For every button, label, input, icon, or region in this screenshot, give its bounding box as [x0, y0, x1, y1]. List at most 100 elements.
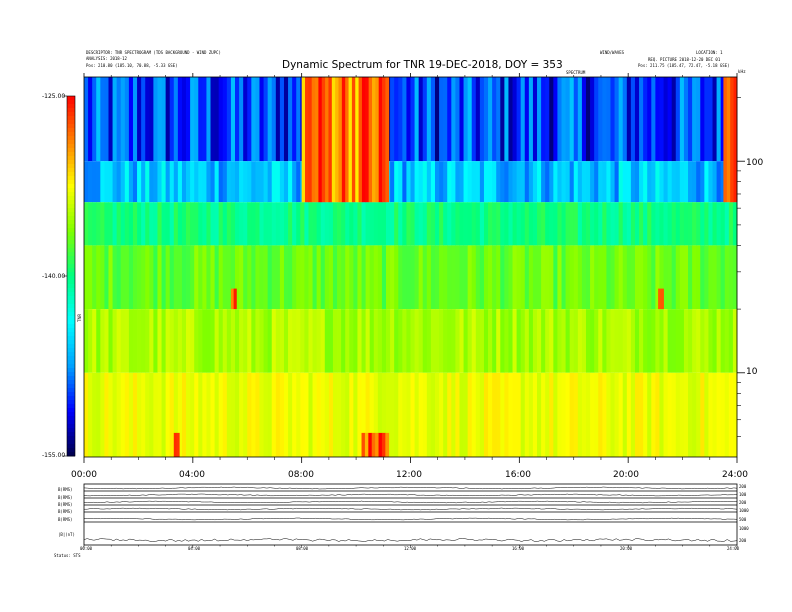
spectrogram-cell [132, 245, 138, 310]
colorbar-segment [67, 364, 75, 369]
spectrogram-cell [128, 77, 134, 162]
spectrogram-cell [459, 77, 464, 162]
spectrogram-cell [390, 202, 395, 246]
spectrogram-cell [549, 202, 554, 246]
spectrogram-cell [488, 372, 493, 457]
spectrogram-cell [263, 372, 269, 457]
panel-x-tick-label: 20:00 [620, 546, 633, 551]
spectrogram-cell [369, 245, 375, 310]
spectrogram-cell [475, 161, 481, 203]
spectrogram-cell [577, 77, 583, 162]
spectrogram-cell [328, 245, 334, 310]
spectrogram-cell [716, 202, 722, 246]
spectrogram-cell [508, 77, 513, 162]
spectrogram-cell [222, 202, 228, 246]
spectrogram-cell [210, 202, 215, 246]
spectrogram-cell [353, 309, 358, 373]
spectrogram-cell [169, 161, 175, 203]
spectrogram-cell [475, 77, 481, 162]
panel-right-label: 100 [739, 492, 747, 497]
spectrogram-cell [275, 245, 281, 310]
spectrogram-cell [643, 309, 648, 373]
spectrogram-cell [84, 309, 89, 373]
x-tick-label: 20:00 [613, 470, 639, 480]
colorbar-segment [67, 440, 75, 445]
spectrogram-cell [369, 309, 375, 373]
spectrogram-cell [288, 372, 293, 457]
spectrogram-cell [512, 309, 518, 373]
spectrogram-cell [124, 372, 130, 457]
spectrogram-cell [455, 161, 460, 203]
spectrogram-cell [377, 245, 383, 310]
spectrogram-cell [202, 245, 207, 310]
spectrogram-cell [108, 245, 113, 310]
spectrogram-cell [414, 372, 420, 457]
spectrogram-cell [406, 309, 411, 373]
spectrogram-cell [569, 202, 575, 246]
spectrogram-cell [561, 161, 566, 203]
spectrogram-cell [300, 202, 305, 246]
colorbar-segment [67, 344, 75, 349]
spectrogram-cell [610, 161, 615, 203]
spectrogram-cell [259, 245, 264, 310]
spectrogram-cell [279, 202, 285, 246]
spectrogram-cell [688, 161, 693, 203]
spectrogram-cell [606, 372, 611, 457]
panel-trace [84, 500, 737, 504]
spectrogram-cell [439, 161, 444, 203]
spectrogram-cell [716, 77, 722, 162]
spectrogram-cell [532, 202, 538, 246]
spectrogram-cell [165, 245, 171, 310]
spectrogram-cell [675, 77, 681, 162]
spectrogram-cell [332, 202, 338, 246]
spectrogram-cell [410, 77, 415, 162]
spectrogram-cell [104, 309, 109, 373]
spectrogram-cell [459, 161, 464, 203]
spectrogram-cell [541, 372, 546, 457]
spectrogram-cell [145, 161, 150, 203]
header-left-line3: Pos: 210.80 (185.10, 70.88, -5.33 GSE) [86, 63, 178, 68]
spectrogram-cell [222, 309, 228, 373]
spectrogram-cell [675, 372, 681, 457]
spectrogram-cell [724, 309, 730, 373]
spectrogram-cell [194, 309, 199, 373]
spectrogram-cell [532, 77, 538, 162]
spectrogram-cell [194, 161, 199, 203]
colorbar-segment [67, 244, 75, 249]
colorbar-segment [67, 196, 75, 201]
spectrogram-cell [226, 309, 232, 373]
spectrogram-cell [84, 77, 89, 162]
spectrogram-cell [169, 202, 175, 246]
spectrogram-cell [500, 77, 505, 162]
header-center-small-1: WIND/WAVES [600, 50, 625, 55]
spectrogram-cell [255, 372, 260, 457]
spectrogram-cell [410, 372, 415, 457]
spectrogram-cell [418, 161, 424, 203]
spectrogram-cell [606, 77, 611, 162]
spectrogram-cell [634, 245, 640, 310]
spectrogram-cell [153, 77, 158, 162]
spectrogram-cell [471, 309, 477, 373]
spectrogram-cell [267, 309, 273, 373]
spectrogram-cell [304, 202, 309, 246]
colorbar-segment [67, 360, 75, 365]
panel-trace [83, 538, 738, 542]
spectrogram-cell [243, 372, 248, 457]
spectrogram-cell [414, 245, 420, 310]
spectrogram-cell [386, 245, 391, 310]
colorbar-segment [67, 268, 75, 273]
spectrogram-cell [181, 309, 187, 373]
spectrogram-cell [247, 202, 252, 246]
spectrogram-cell [263, 309, 269, 373]
spectrogram-cell [479, 77, 485, 162]
spectrogram-cell [455, 202, 460, 246]
spectrogram-cell [292, 309, 297, 373]
spectrogram-cell [504, 202, 509, 246]
spectrogram-cell [275, 202, 281, 246]
spectrogram-cell [581, 309, 587, 373]
spectrogram-cell [565, 309, 571, 373]
spectrogram-cell [524, 202, 530, 246]
spectrogram-cell [255, 202, 260, 246]
spectrogram-cell [590, 77, 595, 162]
colorbar-segment [67, 112, 75, 117]
